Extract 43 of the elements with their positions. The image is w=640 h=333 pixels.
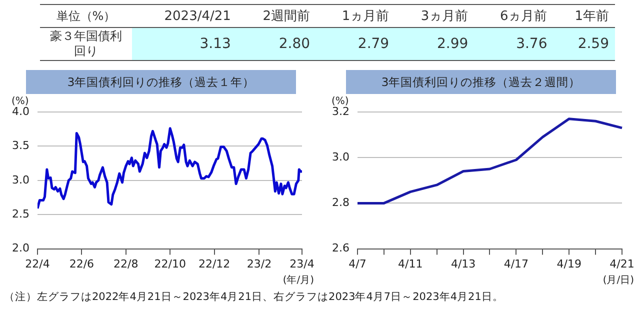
y-tick-label: 4.0 bbox=[12, 104, 30, 118]
data-label: 2.99 bbox=[395, 28, 474, 60]
category-label: 3ヵ月前 bbox=[395, 4, 474, 28]
chart-title: 3年国債利回りの推移（過去２週間） bbox=[346, 70, 616, 94]
y-tick-label: 3.0 bbox=[12, 173, 30, 186]
chart-title: 3年国債利回りの推移（過去１年） bbox=[26, 70, 296, 94]
y-tick-label: 3.2 bbox=[332, 104, 350, 118]
x-tick-label: 4/19 bbox=[556, 257, 582, 270]
x-tick-label: 22/12 bbox=[198, 257, 230, 270]
x-axis-title: (年/月) bbox=[282, 274, 314, 286]
x-tick-label: 22/10 bbox=[154, 257, 186, 270]
x-tick-label: 4/7 bbox=[348, 257, 366, 270]
data-label: 2.80 bbox=[236, 28, 316, 60]
data-label: 2.79 bbox=[316, 28, 396, 60]
y-tick-label: 2.6 bbox=[332, 242, 350, 255]
x-tick-label: 22/6 bbox=[69, 257, 94, 270]
x-axis-title: (月/日) bbox=[602, 275, 634, 286]
data-label: 2.59 bbox=[553, 28, 615, 60]
x-tick-label: 4/13 bbox=[450, 257, 476, 270]
x-tick-label: 4/21 bbox=[610, 257, 634, 270]
category-label: 1ヵ月前 bbox=[316, 4, 396, 28]
text: 単位（%） bbox=[40, 4, 132, 28]
y-tick-label: 3.5 bbox=[12, 139, 30, 152]
x-tick-label: 22/4 bbox=[25, 257, 50, 270]
x-tick-label: 4/17 bbox=[504, 257, 529, 270]
text: （注）左グラフは2022年4月21日～2023年4月21日、右グラフは2023年4月7日～2023年4月21日。 bbox=[4, 290, 504, 304]
data-label: 3.13 bbox=[132, 28, 237, 60]
x-tick-label: 4/11 bbox=[398, 257, 423, 270]
x-tick-label: 23/2 bbox=[246, 257, 272, 270]
y-tick-label: 2.8 bbox=[332, 196, 350, 210]
text: 豪３年国債利回り bbox=[40, 28, 132, 60]
category-label: 6ヵ月前 bbox=[474, 4, 554, 28]
x-tick-label: 23/4 bbox=[290, 257, 314, 270]
data-label: 3.76 bbox=[474, 28, 554, 60]
x-tick-label: 22/8 bbox=[114, 257, 138, 270]
category-label: 2週間前 bbox=[236, 4, 316, 28]
y-tick-label: 2.0 bbox=[12, 242, 30, 255]
y-tick-label: 3.0 bbox=[332, 150, 350, 164]
category-label: 1年前 bbox=[553, 4, 615, 28]
y-axis-title: (%) bbox=[331, 96, 349, 107]
category-label: 2023/4/21 bbox=[132, 4, 237, 28]
y-axis-title: (%) bbox=[11, 96, 29, 107]
y-tick-label: 2.5 bbox=[12, 207, 30, 220]
